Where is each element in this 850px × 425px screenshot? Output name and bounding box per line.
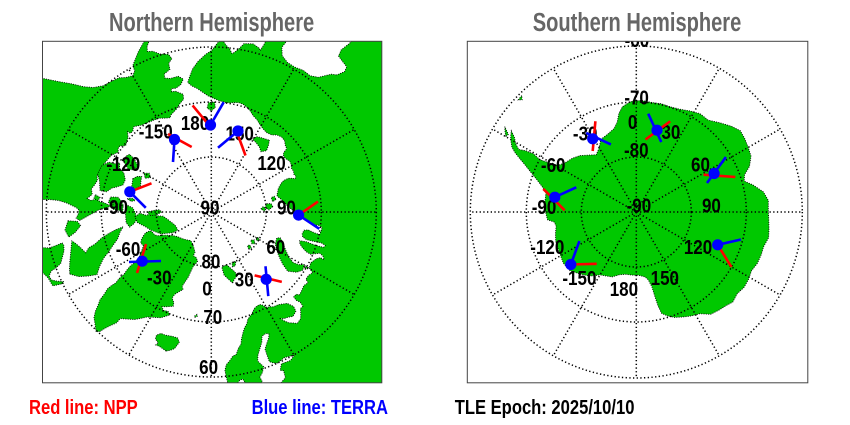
svg-text:Southern Hemisphere: Southern Hemisphere [533, 8, 742, 37]
svg-text:0: 0 [628, 111, 637, 134]
svg-text:60: 60 [691, 153, 710, 176]
svg-text:60: 60 [199, 356, 218, 379]
svg-text:-80: -80 [624, 139, 649, 162]
svg-text:-150: -150 [139, 120, 173, 143]
svg-text:-90: -90 [532, 196, 557, 219]
svg-text:180: 180 [610, 278, 638, 301]
svg-text:-90: -90 [627, 194, 652, 217]
svg-text:Red line: NPP: Red line: NPP [29, 395, 138, 418]
svg-text:70: 70 [203, 306, 222, 329]
svg-text:-70: -70 [624, 86, 649, 109]
svg-text:-60: -60 [541, 153, 566, 176]
svg-text:0: 0 [202, 277, 211, 300]
svg-text:-60: -60 [625, 28, 650, 51]
svg-text:120: 120 [684, 236, 712, 259]
svg-text:90: 90 [702, 194, 721, 217]
svg-text:-60: -60 [116, 238, 141, 261]
svg-text:-120: -120 [530, 236, 564, 259]
svg-text:-120: -120 [106, 153, 140, 176]
svg-text:-90: -90 [103, 196, 128, 219]
svg-text:30: 30 [661, 121, 680, 144]
svg-text:80: 80 [201, 250, 220, 273]
svg-text:-30: -30 [147, 266, 172, 289]
svg-text:Northern Hemisphere: Northern Hemisphere [109, 8, 314, 37]
svg-text:Blue line: TERRA: Blue line: TERRA [252, 395, 388, 418]
svg-text:180: 180 [181, 112, 209, 135]
svg-text:90: 90 [277, 196, 296, 219]
svg-text:TLE Epoch: 2025/10/10: TLE Epoch: 2025/10/10 [455, 395, 635, 418]
svg-text:-150: -150 [562, 267, 596, 290]
svg-text:150: 150 [651, 267, 679, 290]
svg-text:60: 60 [266, 236, 285, 259]
svg-text:120: 120 [257, 151, 285, 174]
svg-text:90: 90 [201, 196, 220, 219]
svg-text:30: 30 [235, 268, 254, 291]
